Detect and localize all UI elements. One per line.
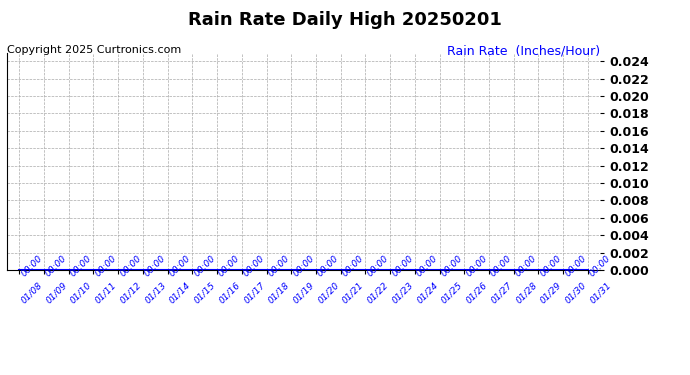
Text: 01/13: 01/13 [143,280,168,304]
Text: 00:00: 00:00 [464,254,489,279]
Text: 01/27: 01/27 [489,280,514,304]
Text: 01/08: 01/08 [19,280,44,304]
Text: 01/28: 01/28 [514,280,538,304]
Text: 01/17: 01/17 [241,280,266,304]
Text: 01/21: 01/21 [341,280,366,304]
Text: Copyright 2025 Curtronics.com: Copyright 2025 Curtronics.com [7,45,181,55]
Text: 01/18: 01/18 [266,280,291,304]
Text: 01/09: 01/09 [44,280,69,304]
Text: 00:00: 00:00 [538,254,563,279]
Text: 01/25: 01/25 [440,280,464,304]
Text: 00:00: 00:00 [19,254,44,279]
Text: 01/23: 01/23 [390,280,415,304]
Text: 00:00: 00:00 [440,254,464,279]
Text: 00:00: 00:00 [563,254,588,279]
Text: 01/24: 01/24 [415,280,440,304]
Text: 01/10: 01/10 [69,280,93,304]
Text: 00:00: 00:00 [118,254,143,279]
Text: 00:00: 00:00 [217,254,241,279]
Text: 00:00: 00:00 [193,254,217,279]
Text: 00:00: 00:00 [341,254,366,279]
Text: 00:00: 00:00 [93,254,118,279]
Text: Rain Rate  (Inches/Hour): Rain Rate (Inches/Hour) [447,45,600,58]
Text: Rain Rate Daily High 20250201: Rain Rate Daily High 20250201 [188,11,502,29]
Text: 00:00: 00:00 [44,254,69,279]
Text: 01/26: 01/26 [464,280,489,304]
Text: 00:00: 00:00 [415,254,440,279]
Text: 01/19: 01/19 [291,280,316,304]
Text: 00:00: 00:00 [266,254,291,279]
Text: 00:00: 00:00 [69,254,93,279]
Text: 00:00: 00:00 [316,254,341,279]
Text: 01/31: 01/31 [588,280,613,304]
Text: 00:00: 00:00 [366,254,390,279]
Text: 00:00: 00:00 [489,254,514,279]
Text: 00:00: 00:00 [168,254,193,279]
Text: 01/29: 01/29 [538,280,563,304]
Text: 01/11: 01/11 [93,280,118,304]
Text: 00:00: 00:00 [588,254,613,279]
Text: 01/16: 01/16 [217,280,241,304]
Text: 01/14: 01/14 [168,280,193,304]
Text: 00:00: 00:00 [514,254,538,279]
Text: 01/22: 01/22 [366,280,390,304]
Text: 00:00: 00:00 [143,254,168,279]
Text: 01/15: 01/15 [193,280,217,304]
Text: 01/20: 01/20 [316,280,341,304]
Text: 00:00: 00:00 [291,254,316,279]
Text: 01/12: 01/12 [118,280,143,304]
Text: 00:00: 00:00 [241,254,266,279]
Text: 01/30: 01/30 [563,280,588,304]
Text: 00:00: 00:00 [390,254,415,279]
